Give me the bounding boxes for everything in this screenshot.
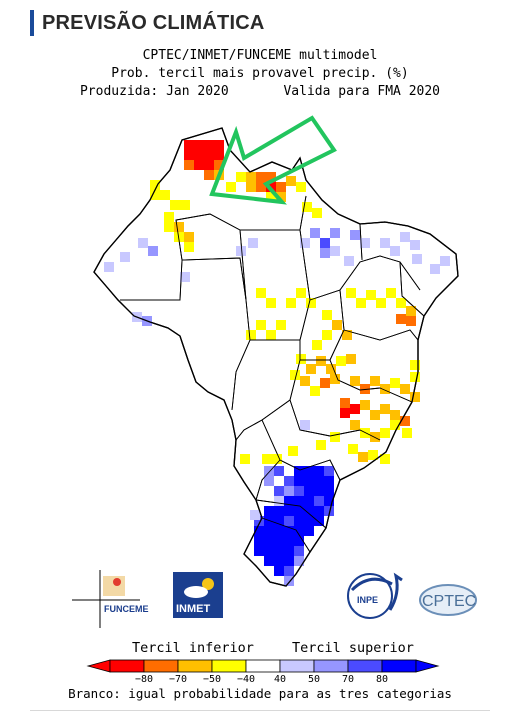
legend-swatch-p80	[381, 659, 417, 673]
legend-tick-label: 40	[273, 674, 287, 685]
legend-arrow-left	[86, 659, 111, 673]
legend-arrow-right	[415, 659, 440, 673]
legend-swatch-p50	[313, 659, 349, 673]
legend-swatch-n70	[143, 659, 179, 673]
legend-tick-label: −50	[202, 674, 222, 685]
header-accent-bar	[30, 10, 34, 36]
page-title: PREVISÃO CLIMÁTICA	[42, 11, 265, 34]
page-header: PREVISÃO CLIMÁTICA	[30, 8, 265, 38]
map-title-line-1: CPTEC/INMET/FUNCEME multimodel	[142, 48, 378, 63]
cptec-logo-text: CPTEC	[422, 593, 476, 610]
legend-tick-label: 80	[375, 674, 389, 685]
legend-tick-label: 50	[307, 674, 321, 685]
legend-swatch-neutral	[245, 659, 281, 673]
legend-tick-label: 70	[341, 674, 355, 685]
legend-swatch-p70	[347, 659, 383, 673]
inmet-logo: INMET	[173, 572, 223, 618]
map-title-line-2: Prob. tercil mais provavel precip. (%)	[111, 66, 409, 81]
funceme-logo: FUNCEME	[72, 570, 149, 628]
funceme-logo-text: FUNCEME	[104, 604, 149, 614]
legend-swatch-n50	[177, 659, 213, 673]
legend-tick-label: −40	[236, 674, 256, 685]
map-title-line-3: Produzida: Jan 2020 Valida para FMA 2020	[79, 84, 441, 99]
inmet-logo-text: INMET	[176, 603, 211, 615]
legend-swatch-n40	[211, 659, 247, 673]
legend-swatch-p40	[279, 659, 315, 673]
legend-upper-label: Tercil superior	[292, 640, 414, 656]
legend-footnote: Branco: igual probabilidade para as tres…	[68, 686, 452, 701]
bottom-divider	[30, 710, 490, 711]
legend-swatch-n80	[109, 659, 145, 673]
cptec-logo: CPTEC	[419, 584, 477, 616]
inpe-logo-text: INPE	[357, 595, 378, 605]
legend-tick-label: −70	[168, 674, 188, 685]
legend-lower-label: Tercil inferior	[132, 640, 254, 656]
inpe-logo: INPE	[347, 572, 403, 619]
legend-tick-label: −80	[134, 674, 154, 685]
